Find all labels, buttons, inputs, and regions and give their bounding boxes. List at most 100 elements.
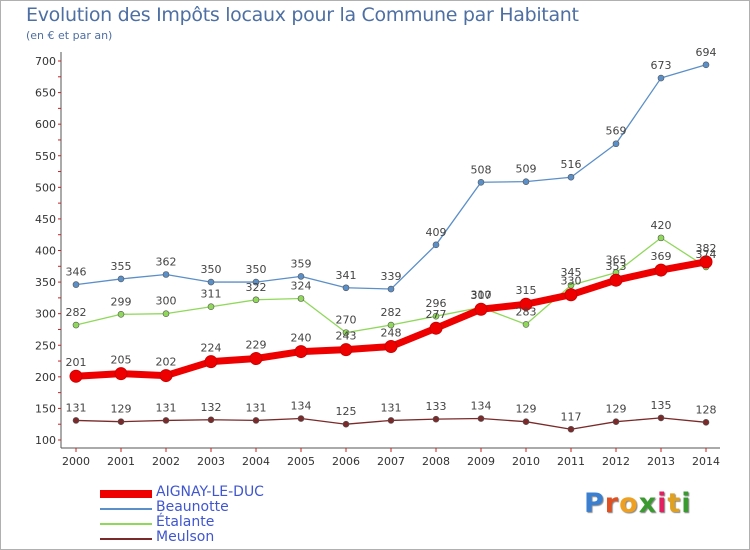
data-point [657, 414, 665, 422]
data-label: 369 [651, 250, 672, 263]
data-point [477, 178, 485, 186]
data-label: 673 [651, 59, 672, 72]
x-tick-label: 2013 [647, 455, 675, 468]
data-label: 310 [471, 288, 492, 301]
data-point [564, 288, 578, 302]
data-label: 350 [246, 263, 267, 276]
data-label: 362 [156, 256, 177, 269]
data-label: 277 [426, 308, 447, 321]
x-tick-label: 2008 [422, 455, 450, 468]
data-point [522, 321, 530, 328]
data-label: 117 [561, 410, 582, 423]
data-point [429, 321, 443, 335]
data-label: 359 [291, 257, 312, 270]
data-label: 409 [426, 226, 447, 239]
legend-swatch [100, 490, 152, 498]
x-tick-label: 2011 [557, 455, 585, 468]
data-label: 374 [696, 248, 717, 261]
y-tick-label: 500 [35, 181, 56, 194]
legend-label: Meulson [156, 529, 215, 545]
data-label: 224 [201, 342, 222, 355]
data-label: 339 [381, 270, 402, 283]
legend-swatch [100, 508, 152, 510]
data-point [297, 415, 305, 422]
y-tick-label: 650 [35, 87, 56, 100]
data-point [702, 419, 710, 426]
y-tick-label: 300 [35, 308, 56, 321]
data-point [519, 297, 533, 311]
data-point [702, 61, 710, 69]
data-point [654, 263, 668, 277]
data-label: 129 [111, 403, 132, 416]
legend-swatch [100, 523, 152, 525]
data-label: 205 [111, 354, 132, 367]
x-tick-label: 2002 [152, 455, 180, 468]
proxiti-logo: Proxiti [584, 488, 692, 519]
data-point [162, 417, 170, 424]
logo-letter: o [619, 488, 639, 519]
data-point [474, 302, 488, 316]
logo-letter: t [667, 488, 682, 519]
data-point [69, 369, 83, 383]
data-point [252, 296, 260, 304]
legend-label: Étalante [156, 514, 215, 530]
logo-letter: r [604, 488, 620, 519]
data-label: 202 [156, 356, 177, 369]
data-point [657, 74, 665, 82]
y-tick-label: 150 [35, 402, 56, 415]
data-label: 248 [381, 327, 402, 340]
logo-letter: x [638, 488, 658, 519]
data-label: 243 [336, 330, 357, 343]
data-point [207, 278, 215, 286]
data-label: 420 [651, 219, 672, 232]
data-point [207, 303, 215, 311]
data-point [567, 425, 575, 433]
x-tick-label: 2004 [242, 455, 270, 468]
data-point [339, 343, 353, 357]
data-label: 229 [246, 339, 267, 352]
y-tick-label: 450 [35, 213, 56, 226]
data-point [162, 310, 170, 317]
data-label: 324 [291, 280, 312, 293]
data-point [114, 367, 128, 381]
data-label: 345 [561, 266, 582, 279]
data-point [387, 285, 395, 293]
data-point [297, 273, 305, 280]
y-tick-label: 400 [35, 245, 56, 258]
y-tick-label: 600 [35, 118, 56, 131]
logo-letter: i [681, 488, 692, 519]
x-tick-label: 2000 [62, 455, 90, 468]
x-tick-label: 2014 [692, 455, 720, 468]
data-point [117, 418, 125, 425]
x-tick-label: 2003 [197, 455, 225, 468]
data-label: 128 [696, 403, 717, 416]
data-label: 516 [561, 158, 582, 171]
data-point [342, 420, 350, 428]
data-label: 322 [246, 281, 267, 294]
data-label: 134 [471, 400, 492, 413]
y-tick-label: 700 [35, 55, 56, 68]
data-label: 133 [426, 400, 447, 413]
data-label: 694 [696, 46, 717, 59]
x-tick-label: 2006 [332, 455, 360, 468]
data-label: 131 [66, 401, 87, 414]
data-point [294, 345, 308, 359]
data-label: 129 [516, 403, 537, 416]
data-label: 307 [471, 289, 492, 302]
data-label: 300 [156, 295, 177, 308]
x-tick-label: 2005 [287, 455, 315, 468]
data-point [699, 255, 713, 269]
data-label: 282 [381, 306, 402, 319]
data-point [522, 418, 530, 425]
data-point [609, 273, 623, 287]
data-label: 134 [291, 400, 312, 413]
x-tick-label: 2010 [512, 455, 540, 468]
data-label: 240 [291, 332, 312, 345]
chart-subtitle: (en € et par an) [26, 29, 113, 42]
data-label: 508 [471, 163, 492, 176]
data-point [432, 312, 440, 320]
data-point [252, 278, 260, 286]
data-point [162, 271, 170, 278]
logo-letter: i [657, 488, 668, 519]
